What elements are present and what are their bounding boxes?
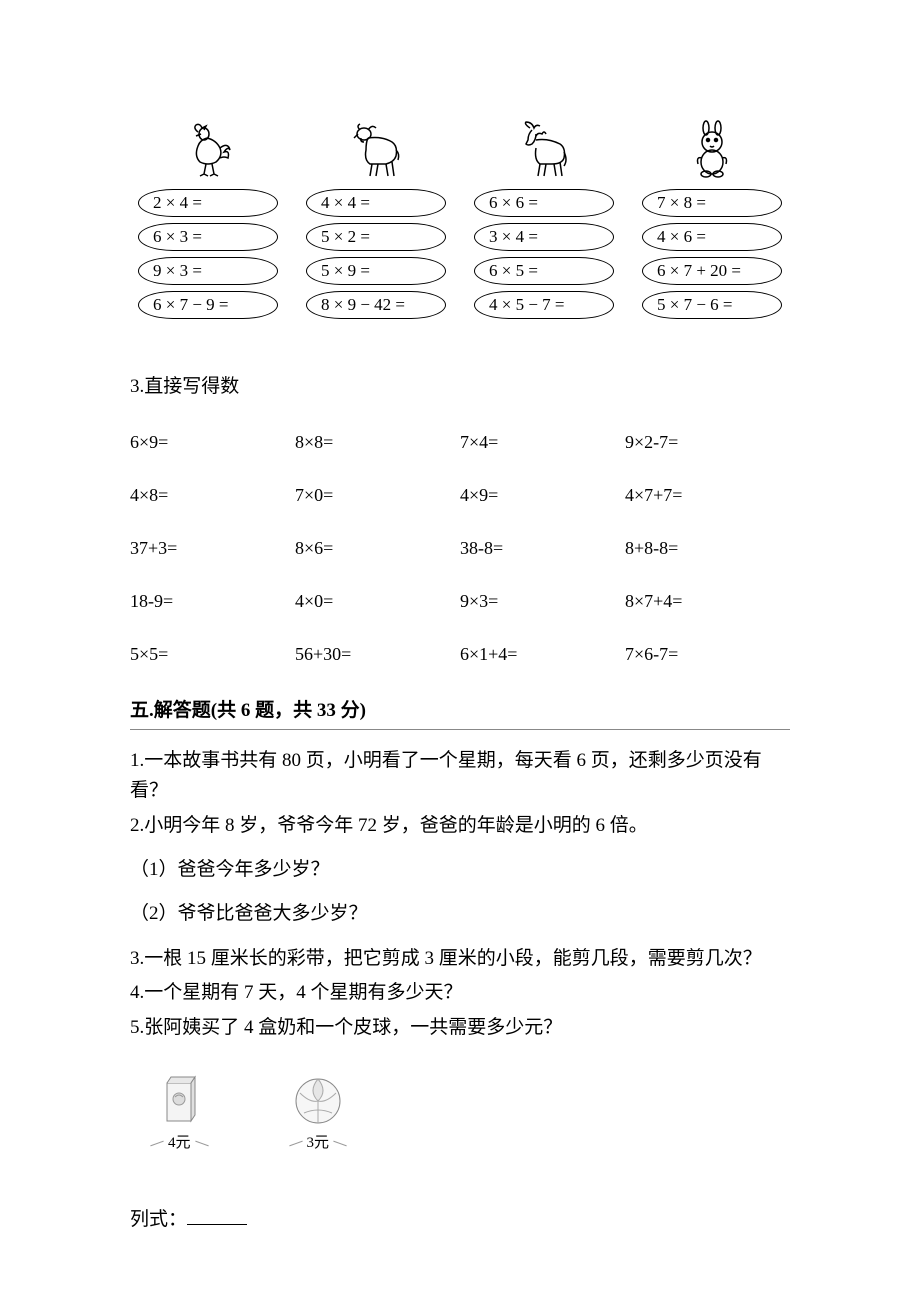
problem-2: 2.小明今年 8 岁，爷爷今年 72 岁，爸爸的年龄是小明的 6 倍。 [130, 811, 790, 841]
milk-item: 4元 [150, 1073, 209, 1155]
calc-cell: 4×7+7= [625, 481, 790, 510]
horse-icon [514, 110, 574, 180]
equation-bubble: 6 × 6 = [474, 189, 614, 217]
calc-cell: 5×5= [130, 640, 295, 669]
calc-cell: 4×9= [460, 481, 625, 510]
calc-cell: 8×8= [295, 428, 460, 457]
problem-2-sub1: （1）爸爸今年多少岁？ [130, 855, 790, 885]
formula-label: 列式： [130, 1209, 187, 1230]
equation-bubble: 2 × 4 = [138, 189, 278, 217]
calc-cell: 9×2-7= [625, 428, 790, 457]
calc-cell: 9×3= [460, 587, 625, 616]
problem-1: 1.一本故事书共有 80 页，小明看了一个星期，每天看 6 页，还剩多少页没有看… [130, 746, 790, 807]
animal-col-2: 4 × 4 = 5 × 2 = 5 × 9 = 8 × 9 − 42 = [298, 110, 454, 322]
equation-bubble: 5 × 7 − 6 = [642, 291, 782, 319]
animal-equation-section: 2 × 4 = 6 × 3 = 9 × 3 = 6 × 7 − 9 = 4 × … [130, 110, 790, 322]
equation-bubble: 6 × 7 − 9 = [138, 291, 278, 319]
cow-icon [346, 110, 406, 180]
calc-grid: 6×9= 8×8= 7×4= 9×2-7= 4×8= 7×0= 4×9= 4×7… [130, 428, 790, 668]
q3-label: 3.直接写得数 [130, 372, 790, 402]
calc-cell: 8×7+4= [625, 587, 790, 616]
calc-cell: 8×6= [295, 534, 460, 563]
equation-bubble: 5 × 2 = [306, 223, 446, 251]
calc-cell: 4×0= [295, 587, 460, 616]
equation-bubble: 4 × 6 = [642, 223, 782, 251]
equation-bubble: 9 × 3 = [138, 257, 278, 285]
equation-bubble: 6 × 5 = [474, 257, 614, 285]
calc-cell: 7×6-7= [625, 640, 790, 669]
rabbit-icon [682, 110, 742, 180]
equation-bubble: 4 × 5 − 7 = [474, 291, 614, 319]
equation-bubble: 6 × 7 + 20 = [642, 257, 782, 285]
equation-bubble: 7 × 8 = [642, 189, 782, 217]
ball-item: 3元 [289, 1073, 348, 1155]
calc-cell: 6×1+4= [460, 640, 625, 669]
calc-cell: 18-9= [130, 587, 295, 616]
equation-bubble: 8 × 9 − 42 = [306, 291, 446, 319]
ball-price: 3元 [289, 1131, 348, 1155]
calc-cell: 37+3= [130, 534, 295, 563]
calc-cell: 7×0= [295, 481, 460, 510]
problem-2-sub2: （2）爷爷比爸爸大多少岁？ [130, 899, 790, 929]
ball-icon [290, 1073, 346, 1129]
equation-bubble: 4 × 4 = [306, 189, 446, 217]
animal-col-1: 2 × 4 = 6 × 3 = 9 × 3 = 6 × 7 − 9 = [130, 110, 286, 322]
calc-cell: 56+30= [295, 640, 460, 669]
problem-5: 5.张阿姨买了 4 盒奶和一个皮球，一共需要多少元？ [130, 1013, 790, 1043]
shop-items: 4元 3元 [150, 1073, 790, 1155]
calc-cell: 38-8= [460, 534, 625, 563]
equation-bubble: 6 × 3 = [138, 223, 278, 251]
formula-line: 列式： [130, 1205, 790, 1235]
calc-cell: 4×8= [130, 481, 295, 510]
section-5-title: 五.解答题(共 6 题，共 33 分) [130, 696, 790, 729]
calc-cell: 8+8-8= [625, 534, 790, 563]
milk-price: 4元 [150, 1131, 209, 1155]
calc-cell: 6×9= [130, 428, 295, 457]
rooster-icon [178, 110, 238, 180]
equation-bubble: 5 × 9 = [306, 257, 446, 285]
animal-col-3: 6 × 6 = 3 × 4 = 6 × 5 = 4 × 5 − 7 = [466, 110, 622, 322]
animal-col-4: 7 × 8 = 4 × 6 = 6 × 7 + 20 = 5 × 7 − 6 = [634, 110, 790, 322]
milk-box-icon [151, 1073, 207, 1129]
problem-4: 4.一个星期有 7 天，4 个星期有多少天？ [130, 978, 790, 1008]
equation-bubble: 3 × 4 = [474, 223, 614, 251]
calc-cell: 7×4= [460, 428, 625, 457]
problem-3: 3.一根 15 厘米长的彩带，把它剪成 3 厘米的小段，能剪几段，需要剪几次？ [130, 944, 790, 974]
answer-blank [187, 1206, 247, 1225]
